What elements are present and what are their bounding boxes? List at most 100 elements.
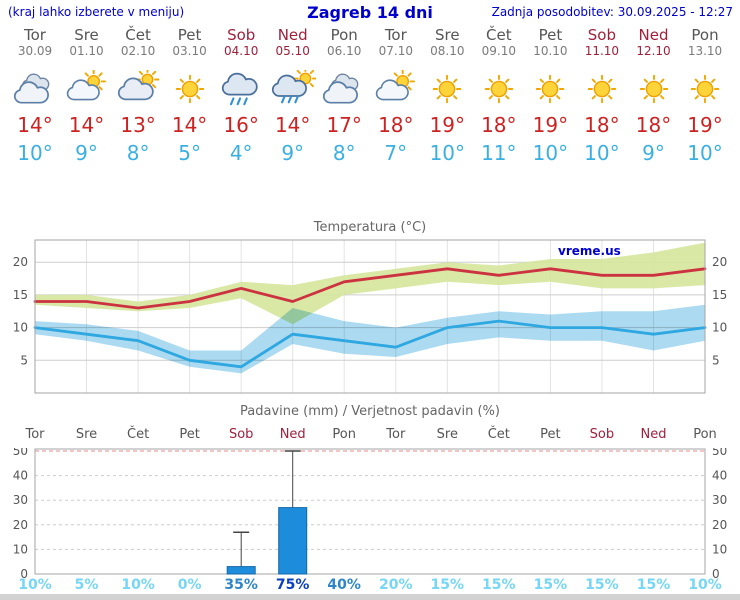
day-max-temp: 18° (635, 113, 672, 137)
day-max-temp: 17° (326, 113, 362, 137)
sunny-icon (164, 70, 216, 108)
day-max-temp: 13° (120, 113, 156, 137)
precip-axis-day: Sre (75, 427, 98, 442)
precip-axis-day: Sre (436, 427, 458, 442)
svg-text:0: 0 (20, 567, 28, 580)
day-date: 30.09 (17, 44, 53, 58)
day-column-05-10: Ned 05.10 14° 9° (267, 26, 319, 165)
precip-axis-day: Ned (640, 427, 667, 442)
day-column-02-10: Čet 02.10 13° 8° (112, 26, 164, 165)
day-date: 05.10 (275, 44, 310, 58)
svg-text:50: 50 (712, 448, 727, 458)
last-update-text: Zadnja posodobitev: 30.09.2025 - 12:27 (491, 5, 733, 19)
day-column-12-10: Ned 12.10 18° 9° (628, 26, 680, 165)
precip-probability: 10% (121, 577, 155, 593)
svg-text:0: 0 (712, 567, 720, 580)
footer-bar (0, 594, 740, 600)
svg-text:10: 10 (712, 321, 727, 335)
day-column-03-10: Pet 03.10 14° 5° (164, 26, 216, 165)
rain-sun-icon (271, 66, 317, 104)
rain-icon (222, 72, 258, 106)
cloudy-icon (13, 73, 50, 104)
precip-probability: 20% (379, 577, 413, 593)
day-min-temp: 7° (384, 141, 408, 165)
rain-sun-icon (267, 66, 319, 108)
svg-text:10: 10 (712, 542, 727, 556)
day-date: 01.10 (69, 44, 104, 58)
forecast-days-strip: Tor 30.09 14° 10° Sre 01.10 14° 9° Čet 02.10 13° 8°… (0, 26, 740, 172)
sunny-icon (628, 70, 680, 108)
day-name: Ned (277, 26, 308, 44)
day-column-13-10: Pon 13.10 19° 10° (679, 26, 731, 165)
day-name: Sre (74, 26, 99, 44)
day-min-temp: 9° (281, 141, 305, 165)
day-max-temp: 19° (429, 113, 466, 137)
day-name: Pet (538, 26, 563, 44)
svg-text:10: 10 (13, 542, 28, 556)
day-name: Sob (227, 26, 256, 44)
day-min-temp: 10° (584, 141, 620, 165)
svg-text:15: 15 (712, 288, 727, 302)
day-date: 04.10 (224, 44, 259, 58)
day-date: 13.10 (687, 44, 723, 58)
precip-probability: 15% (533, 577, 568, 593)
svg-text:15: 15 (13, 288, 28, 302)
svg-text:30: 30 (13, 493, 28, 507)
cloudy-icon (318, 70, 370, 108)
page-title: Zagreb 14 dni (307, 3, 433, 22)
svg-text:50: 50 (13, 448, 28, 458)
day-max-temp: 18° (378, 113, 414, 137)
precip-axis-day: Čet (487, 427, 510, 442)
precip-axis-day: Ned (279, 427, 306, 442)
temperature-chart: 5 5 10 10 15 15 20 20 vreme.us (13, 239, 727, 394)
precip-probability: 35% (224, 577, 258, 593)
precip-probability: 5% (74, 577, 99, 593)
precip-probability: 15% (430, 577, 465, 593)
precip-axis-day: Pet (179, 427, 200, 442)
day-date: 03.10 (172, 44, 207, 58)
day-max-temp: 14° (171, 113, 208, 137)
day-max-temp: 14° (68, 113, 105, 137)
day-max-temp: 19° (687, 113, 723, 137)
menu-hint-text: (kraj lahko izberete v meniju) (8, 5, 185, 19)
sunny-icon (587, 74, 617, 104)
day-min-temp: 11° (481, 141, 517, 165)
precipitation-probability-row: 10% 5% 10% 0% 35% 75% 40% 20% 15% 15% 15% 15% 15% 10% (0, 577, 740, 594)
day-date: 08.10 (430, 44, 465, 58)
day-name: Pon (330, 26, 358, 44)
partly-cloudy-icon (370, 69, 422, 108)
precip-axis-day: Čet (127, 427, 150, 442)
svg-text:40: 40 (712, 469, 727, 483)
day-name: Tor (24, 26, 46, 44)
day-name: Pon (691, 26, 719, 44)
day-date: 06.10 (327, 44, 362, 58)
day-min-temp: 10° (687, 141, 723, 165)
day-min-temp: 10° (17, 141, 53, 165)
day-name: Ned (638, 26, 669, 44)
precipitation-chart: 0 0 10 10 20 20 30 30 40 40 50 50 (13, 448, 728, 580)
cloudy-icon (9, 70, 61, 108)
precip-probability: 10% (688, 577, 722, 593)
day-date: 02.10 (120, 44, 156, 58)
rain-icon (215, 70, 267, 108)
day-min-temp: 9° (642, 141, 665, 165)
day-column-07-10: Tor 07.10 18° 7° (370, 26, 422, 165)
svg-text:20: 20 (712, 518, 727, 532)
sunny-icon (473, 70, 525, 108)
sunny-icon (576, 70, 628, 108)
day-column-09-10: Čet 09.10 18° 11° (473, 26, 525, 165)
precip-bar (278, 507, 308, 575)
day-max-temp: 18° (481, 113, 517, 137)
day-min-temp: 8° (126, 141, 150, 165)
sunny-icon (690, 74, 720, 104)
precip-axis-day: Pon (693, 427, 717, 442)
precipitation-chart-title: Padavine (mm) / Verjetnost padavin (%) (240, 404, 500, 419)
svg-text:20: 20 (13, 518, 28, 532)
precip-probability: 15% (636, 577, 671, 593)
day-date: 07.10 (378, 44, 413, 58)
sunny-icon (524, 70, 576, 108)
day-name: Čet (125, 26, 151, 44)
day-name: Čet (486, 26, 512, 44)
svg-text:40: 40 (13, 469, 28, 483)
